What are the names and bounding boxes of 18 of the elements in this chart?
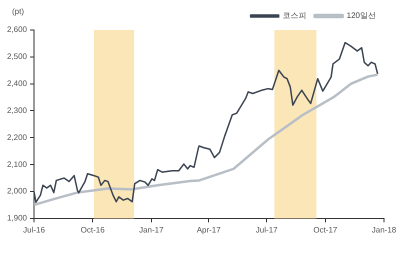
y-tick-label: 2,300	[6, 106, 28, 115]
x-tick-label: Jan-18	[372, 225, 397, 234]
x-tick-label: Oct-17	[313, 225, 338, 234]
y-tick-label: 2,000	[6, 186, 28, 196]
y-tick-label: 2,600	[6, 25, 28, 34]
y-axis-title: (pt)	[12, 7, 24, 16]
y-tick-label: 2,100	[6, 160, 28, 169]
y-tick-label: 2,400	[6, 79, 28, 88]
x-tick-label: Apr-17	[196, 225, 222, 234]
y-tick-label: 2,200	[6, 132, 28, 142]
x-tick-label: Oct-16	[80, 225, 106, 234]
x-tick-label: Jul-17	[256, 225, 278, 234]
x-tick-label: Jul-16	[23, 225, 46, 234]
y-tick-label: 1,900	[6, 214, 28, 223]
y-tick-label: 2,500	[6, 52, 28, 62]
x-tick-label: Jan-17	[139, 225, 164, 234]
legend-label: 코스피	[282, 11, 307, 20]
legend-label: 120일선	[346, 11, 376, 20]
